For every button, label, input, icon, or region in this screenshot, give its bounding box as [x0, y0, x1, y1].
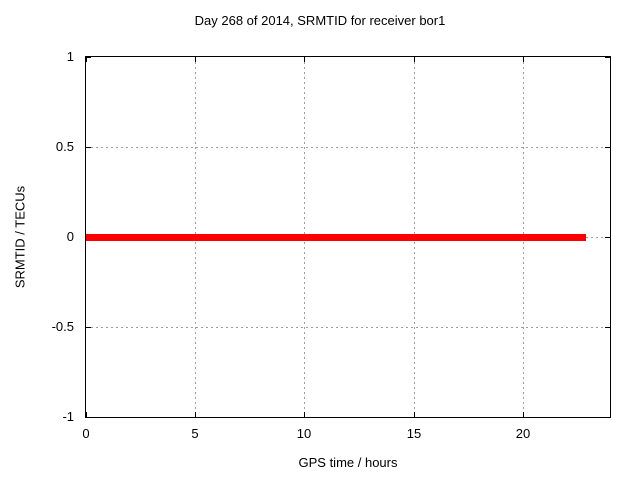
y-tick-right	[605, 327, 610, 328]
y-tick-label: 0	[66, 229, 74, 244]
x-tick-label: 15	[406, 426, 422, 441]
y-tick-right	[605, 237, 610, 238]
x-tick-top	[523, 57, 524, 62]
y-tick-right	[605, 417, 610, 418]
x-tick-label: 0	[82, 426, 90, 441]
x-tick-bottom	[86, 412, 87, 417]
y-tick-label: -1	[62, 409, 74, 424]
chart-title: Day 268 of 2014, SRMTID for receiver bor…	[194, 13, 446, 28]
x-tick-bottom	[304, 412, 305, 417]
x-tick-top	[304, 57, 305, 62]
y-tick-right	[605, 147, 610, 148]
y-gridline	[86, 146, 610, 148]
x-tick-top	[86, 57, 87, 62]
x-tick-label: 5	[191, 426, 199, 441]
y-tick-label: -0.5	[51, 319, 74, 334]
x-tick-top	[195, 57, 196, 62]
y-tick-left	[86, 327, 91, 328]
y-tick-right	[605, 57, 610, 58]
y-tick-label: 0.5	[55, 139, 74, 154]
x-tick-label: 20	[515, 426, 531, 441]
y-tick-left	[86, 147, 91, 148]
plot-area: 0 5 10 15 20 -1 -0.5 0 0.5 1	[52, 49, 611, 441]
x-axis-label: GPS time / hours	[298, 455, 398, 470]
y-tick-left	[86, 57, 91, 58]
y-tick-left	[86, 417, 91, 418]
x-tick-bottom	[195, 412, 196, 417]
x-tick-bottom	[523, 412, 524, 417]
y-gridline	[86, 326, 610, 328]
series-line-srmtid	[86, 234, 586, 241]
x-tick-top	[414, 57, 415, 62]
x-tick-label: 10	[296, 426, 312, 441]
y-tick-label: 1	[66, 49, 74, 64]
x-tick-bottom	[414, 412, 415, 417]
